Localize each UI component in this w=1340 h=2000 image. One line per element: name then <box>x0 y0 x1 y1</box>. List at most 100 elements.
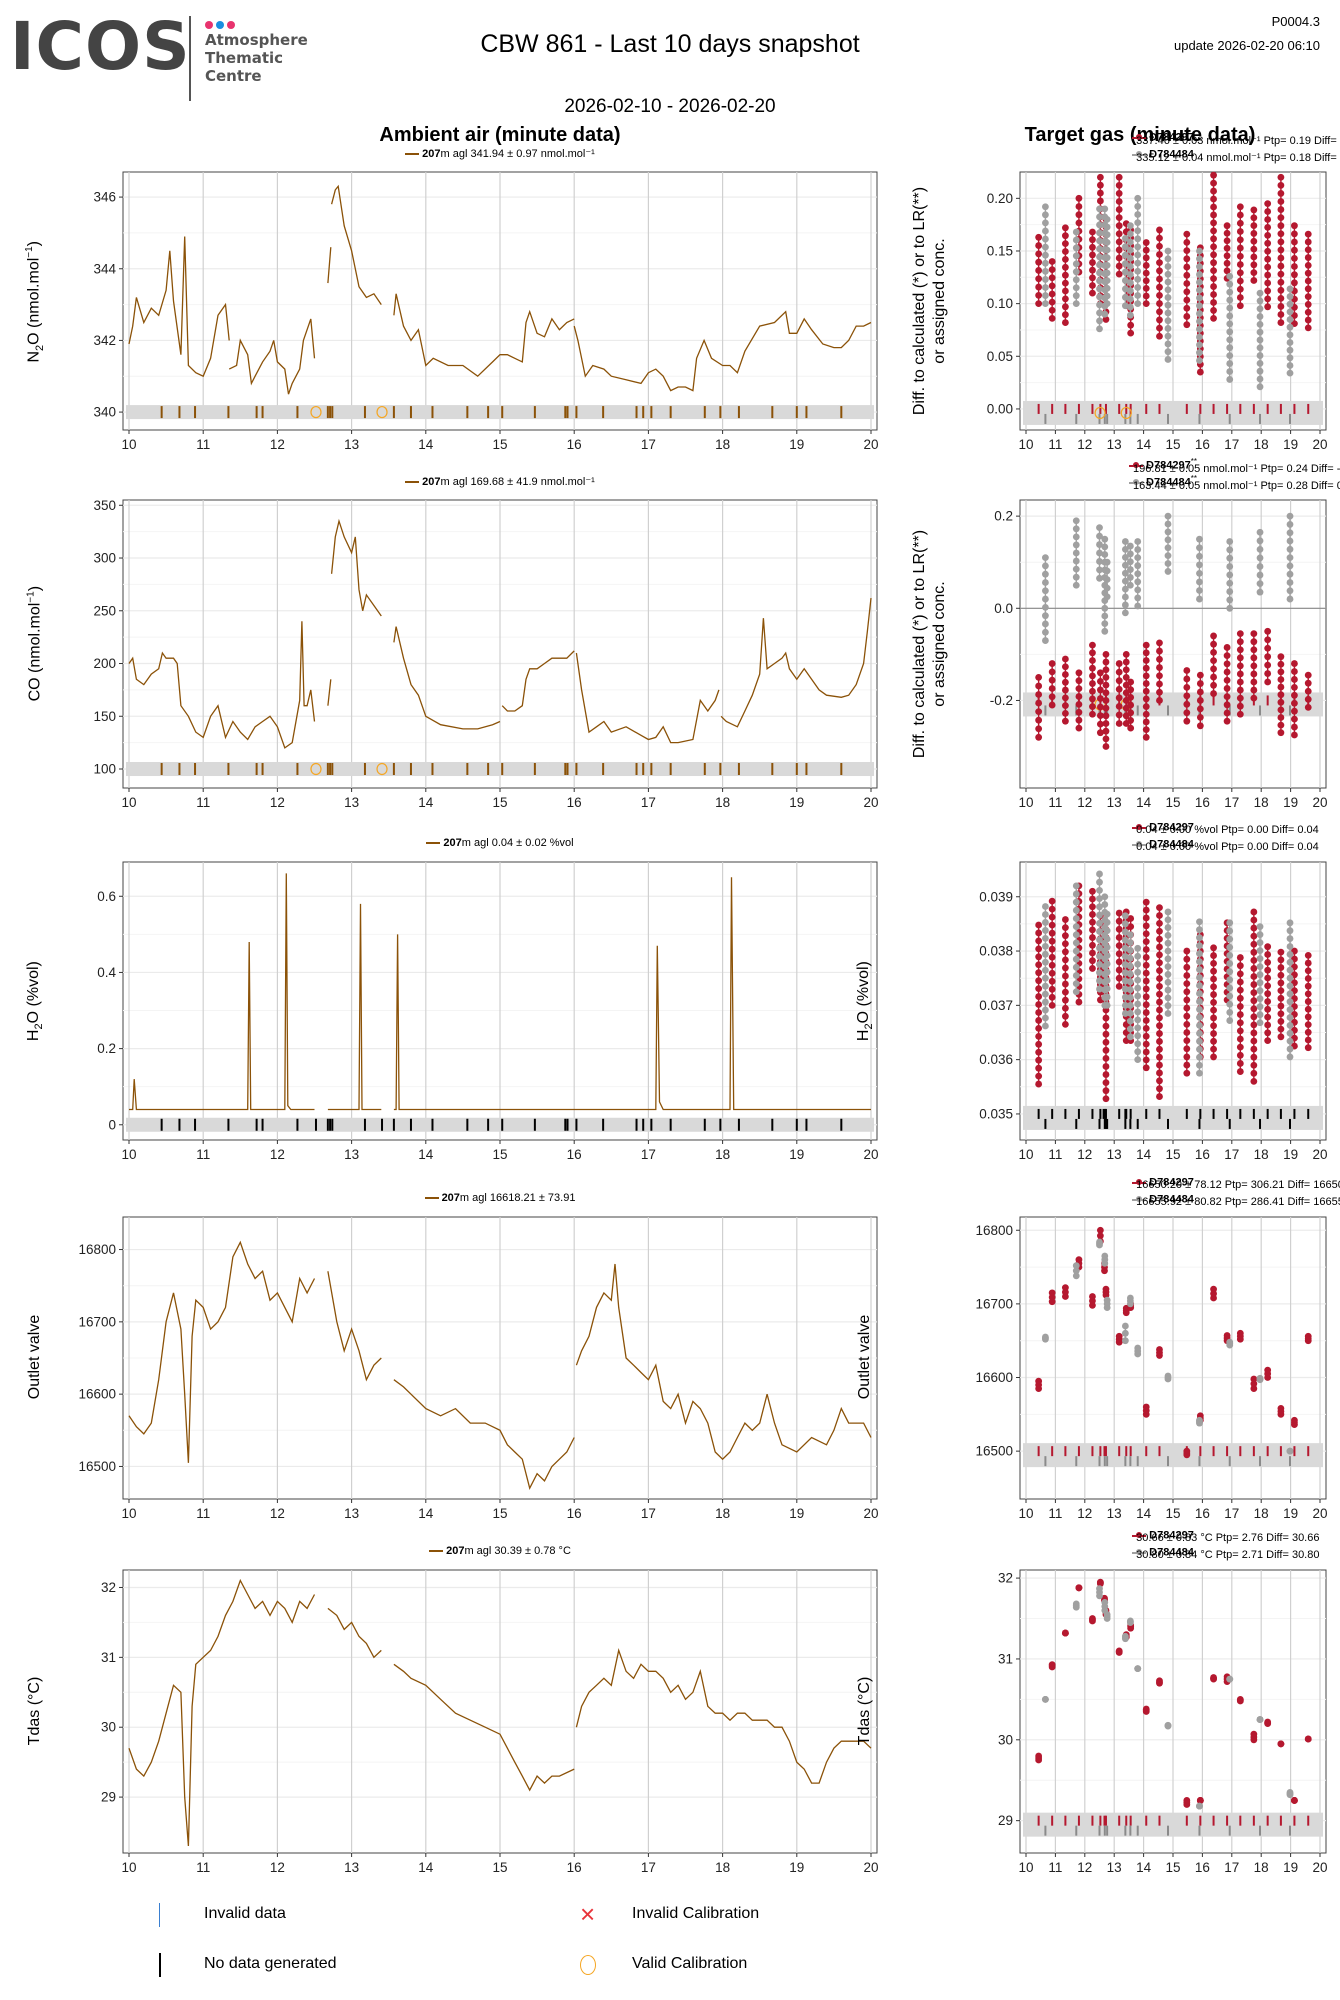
target-point <box>1223 660 1231 668</box>
target-point <box>1264 627 1272 635</box>
target-point <box>1264 1718 1272 1726</box>
target-point <box>1156 927 1163 935</box>
target-point <box>1042 554 1049 561</box>
target-point <box>1226 538 1234 545</box>
target-point <box>1156 1077 1163 1085</box>
target-point <box>1121 609 1129 617</box>
target-point <box>1277 1405 1285 1412</box>
target-point <box>1156 1045 1163 1053</box>
target-point <box>1042 950 1049 958</box>
flag-legend: Invalid data No data generated × Invalid… <box>0 1895 1340 1995</box>
target-point <box>1126 279 1134 287</box>
target-point <box>1061 1284 1069 1292</box>
x-tick-label: 15 <box>1165 437 1180 452</box>
target-point <box>1121 1329 1129 1337</box>
chart-n2o-ambient: 340 342 344 346 10 11 12 13 14 15 16 17 18 19 20 <box>93 171 879 452</box>
target-point <box>1134 960 1142 968</box>
target-point <box>1048 274 1056 282</box>
target-point <box>1291 1416 1298 1424</box>
target-point <box>1089 949 1096 957</box>
target-point <box>1089 1615 1096 1622</box>
ambient-series-line <box>327 247 332 284</box>
target-point <box>1264 295 1272 303</box>
target-point <box>1089 649 1096 657</box>
target-point <box>1103 927 1111 935</box>
target-point <box>1277 714 1285 721</box>
target-point <box>1164 560 1172 567</box>
y-tick-label: 0.10 <box>987 296 1013 311</box>
target-point <box>1103 261 1111 269</box>
target-point <box>1035 929 1043 937</box>
target-point <box>1223 676 1231 684</box>
target-point <box>1210 251 1217 259</box>
target-point <box>1183 247 1191 254</box>
target-point <box>1115 660 1123 667</box>
target-point <box>1061 948 1069 956</box>
target-point <box>1236 1060 1244 1067</box>
target-point <box>1048 993 1056 1001</box>
target-point <box>1250 989 1258 997</box>
target-point <box>1075 203 1083 210</box>
target-point <box>1250 932 1258 940</box>
target-point <box>1042 982 1049 990</box>
target-point <box>1210 640 1217 648</box>
target-point <box>1264 247 1272 255</box>
target-point <box>1126 1294 1134 1302</box>
target-point <box>1134 300 1142 308</box>
target-point <box>1286 943 1294 950</box>
target-point <box>1089 236 1096 244</box>
legend-cylinder-id: D784484 <box>1146 476 1191 489</box>
target-point <box>1115 677 1123 685</box>
target-point <box>1250 1029 1258 1037</box>
target-point <box>1164 568 1172 575</box>
x-tick-label: 16 <box>567 437 582 452</box>
valid-calibration-marker <box>310 405 322 419</box>
target-point <box>1156 275 1163 283</box>
target-point <box>1236 1695 1244 1703</box>
target-point <box>1096 205 1103 213</box>
target-point <box>1035 961 1043 969</box>
target-point <box>1291 263 1298 270</box>
target-point <box>1226 280 1234 288</box>
target-point <box>1134 976 1142 984</box>
legend-marker-icon: 0.04 ± 0.00 %vol Ptp= 0.00 Diff= 0.04 <box>1132 824 1319 836</box>
y-tick-label: 16700 <box>78 1314 116 1329</box>
target-point <box>1286 537 1294 545</box>
target-point <box>1236 978 1244 986</box>
target-point <box>1102 1014 1110 1022</box>
x-tick-label: 11 <box>196 1147 210 1162</box>
target-point <box>1089 911 1096 918</box>
target-point <box>1304 1005 1312 1013</box>
x-tick-label: 16 <box>1195 1147 1210 1162</box>
y-tick-label: 0.036 <box>979 1052 1013 1067</box>
target-point <box>1134 235 1142 243</box>
target-point <box>1196 544 1203 552</box>
target-point <box>1196 310 1203 317</box>
target-point <box>1196 255 1203 263</box>
x-tick-label: 13 <box>1107 795 1122 810</box>
target-point <box>1196 1006 1203 1013</box>
target-point <box>1142 239 1150 246</box>
target-point <box>1142 695 1150 703</box>
target-point <box>1126 581 1134 589</box>
target-point <box>1121 260 1129 268</box>
target-point <box>1277 262 1285 270</box>
target-point <box>1250 981 1258 988</box>
target-point <box>1126 558 1134 566</box>
target-point <box>1226 604 1234 612</box>
target-point <box>1127 923 1135 931</box>
target-point <box>1164 955 1172 963</box>
target-point <box>1196 341 1203 349</box>
target-point <box>1304 975 1312 982</box>
target-point <box>1226 288 1234 296</box>
target-point <box>1102 666 1110 674</box>
target-point <box>1115 668 1123 676</box>
ambient-series-line <box>327 1607 382 1659</box>
target-point <box>1042 1006 1049 1014</box>
target-point <box>1121 538 1129 545</box>
target-point <box>1142 946 1150 953</box>
target-point <box>1277 956 1285 964</box>
target-point <box>1256 571 1264 579</box>
target-point <box>1072 980 1080 988</box>
target-point <box>1236 670 1244 678</box>
